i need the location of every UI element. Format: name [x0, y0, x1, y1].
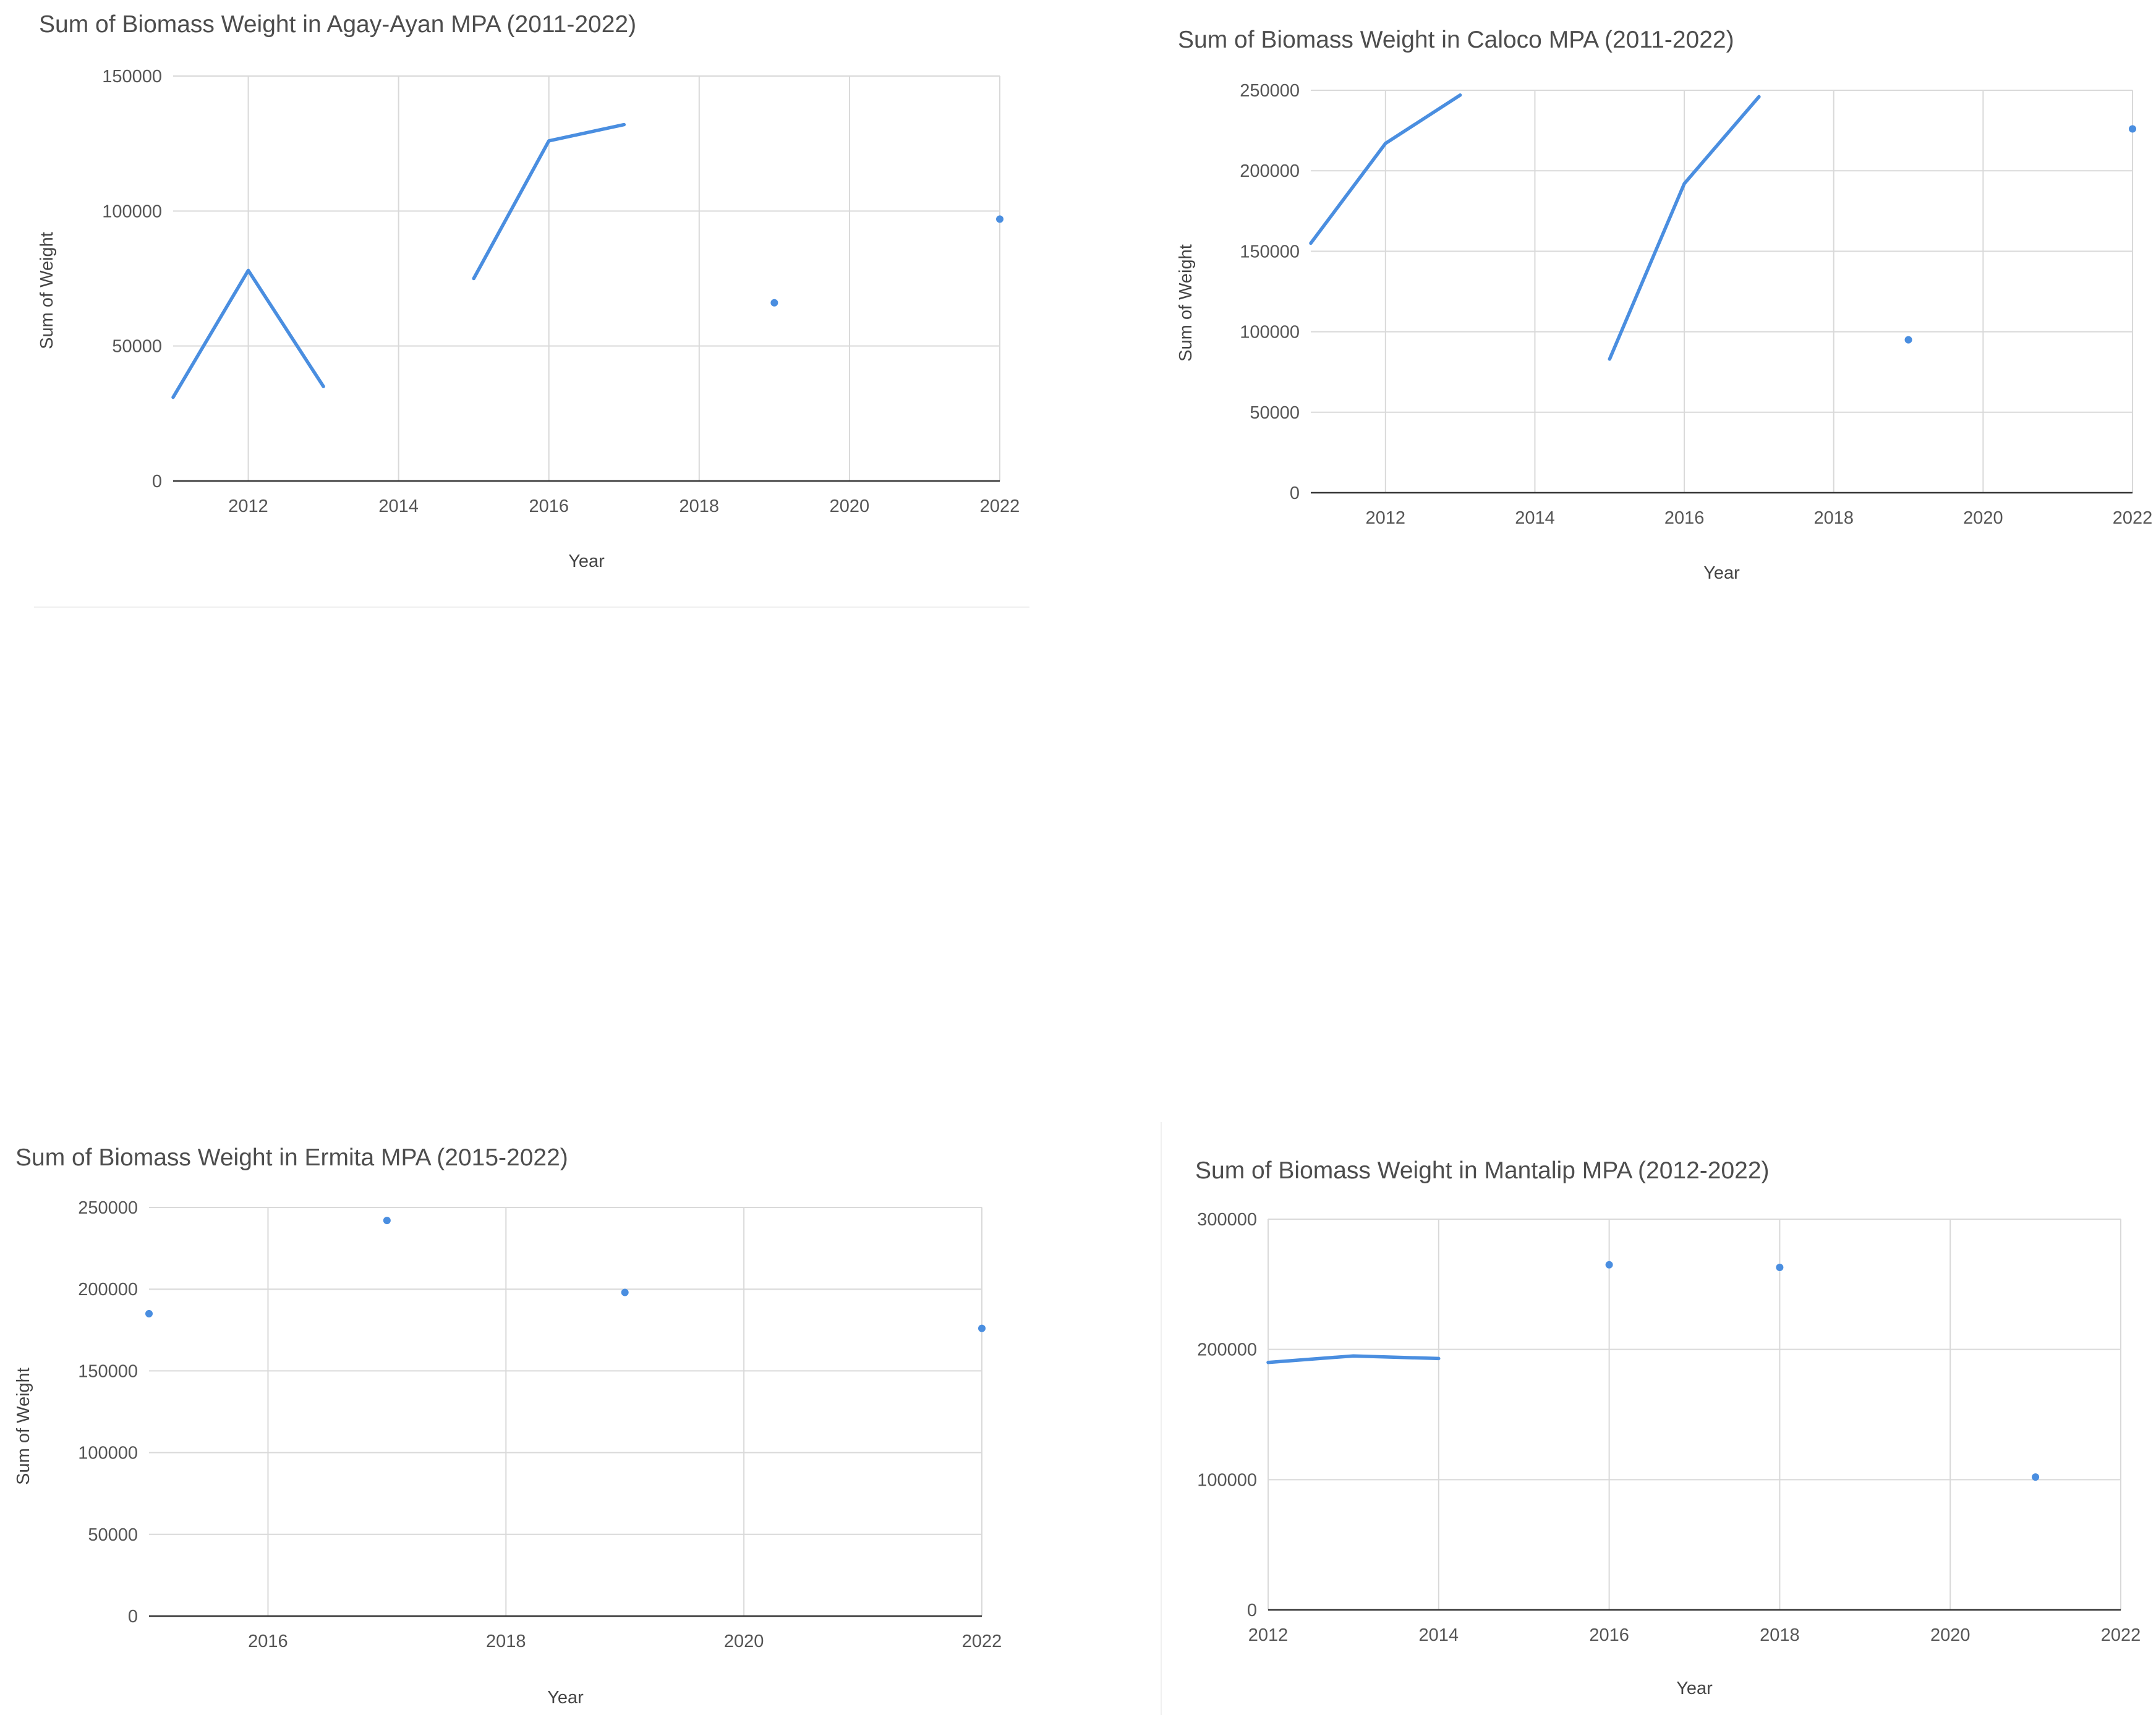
x-tick-label: 2016	[1664, 508, 1705, 528]
y-tick-label: 200000	[1240, 161, 1300, 181]
data-point	[145, 1309, 153, 1317]
x-tick-label: 2022	[2101, 1625, 2141, 1645]
y-tick-label: 200000	[1197, 1340, 1257, 1360]
y-tick-label: 0	[152, 472, 162, 492]
y-axis-label: Sum of Weight	[1176, 244, 1196, 362]
chart-2: 0 50000 100000 150000 200000 250000 2012 2014 20…	[1176, 27, 2152, 583]
y-tick-label: 300000	[1197, 1210, 1257, 1230]
y-axis-label: Sum of Weight	[14, 1368, 33, 1485]
x-tick-label: 2012	[1248, 1625, 1289, 1645]
x-axis-label: Year	[568, 551, 605, 571]
y-tick-label: 150000	[78, 1361, 138, 1381]
x-tick-label: 2018	[680, 496, 720, 516]
x-tick-label: 2022	[2113, 508, 2153, 528]
chart-title: Sum of Biomass Weight in Ermita MPA (201…	[15, 1144, 568, 1171]
y-tick-label: 100000	[102, 202, 162, 221]
y-axis-label: Sum of Weight	[37, 232, 57, 349]
chart-title: Sum of Biomass Weight in Caloco MPA (201…	[1178, 27, 1734, 53]
chart-title: Sum of Biomass Weight in Mantalip MPA (2…	[1195, 1157, 1770, 1184]
x-axis-label: Year	[1703, 563, 1740, 583]
x-axis-label: Year	[547, 1688, 584, 1708]
series-line	[1309, 93, 1462, 245]
x-tick-label: 2016	[248, 1632, 288, 1651]
y-tick-label: 250000	[78, 1198, 138, 1218]
x-tick-label: 2018	[1760, 1625, 1800, 1645]
data-point	[621, 1288, 629, 1296]
x-tick-label: 2020	[1963, 508, 2003, 528]
x-tick-label: 2014	[378, 496, 419, 516]
data-point	[978, 1324, 986, 1332]
x-tick-label: 2022	[980, 496, 1020, 516]
x-tick-label: 2016	[529, 496, 569, 516]
chart-3: 0 50000 100000 150000 200000 250000 2016 2018 20…	[14, 1144, 1002, 1708]
series-line	[472, 122, 626, 281]
x-tick-label: 2020	[724, 1632, 764, 1651]
y-tick-label: 100000	[1240, 323, 1300, 343]
data-point	[996, 215, 1003, 223]
x-tick-label: 2014	[1419, 1625, 1459, 1645]
y-tick-label: 0	[128, 1607, 138, 1627]
y-tick-label: 50000	[88, 1525, 138, 1545]
data-point	[383, 1217, 391, 1225]
y-tick-label: 200000	[78, 1280, 138, 1300]
y-tick-label: 100000	[1197, 1470, 1257, 1490]
x-tick-label: 2022	[962, 1632, 1002, 1651]
series-line	[1608, 95, 1761, 361]
chart-4: 0 100000 200000 300000 2012 2014 2016 2018 2020 2…	[1195, 1157, 2141, 1698]
chart-title: Sum of Biomass Weight in Agay-Ayan MPA (…	[39, 11, 636, 38]
y-tick-label: 0	[1247, 1601, 1257, 1620]
x-tick-label: 2016	[1589, 1625, 1629, 1645]
data-point	[1776, 1263, 1784, 1271]
data-point	[2129, 125, 2136, 133]
x-tick-label: 2018	[1813, 508, 1854, 528]
x-tick-label: 2020	[830, 496, 870, 516]
x-tick-label: 2014	[1515, 508, 1555, 528]
series-line	[171, 268, 325, 399]
x-tick-label: 2012	[1366, 508, 1406, 528]
y-tick-label: 50000	[1250, 403, 1300, 423]
y-tick-label: 0	[1290, 483, 1300, 503]
data-point	[2032, 1473, 2040, 1481]
x-axis-label: Year	[1676, 1679, 1713, 1698]
data-point	[1904, 336, 1912, 344]
y-tick-label: 150000	[102, 67, 162, 87]
chart-1: 0 50000 100000 150000 2012 2014 2016 2018 2020 20…	[37, 11, 1020, 571]
x-tick-label: 2020	[1930, 1625, 1971, 1645]
y-tick-label: 100000	[78, 1444, 138, 1463]
data-point	[770, 299, 778, 307]
data-point	[1605, 1261, 1613, 1269]
y-tick-label: 150000	[1240, 242, 1300, 262]
x-tick-label: 2012	[228, 496, 268, 516]
y-tick-label: 50000	[112, 337, 162, 357]
x-tick-label: 2018	[486, 1632, 526, 1651]
series-line	[1266, 1354, 1441, 1364]
y-tick-label: 250000	[1240, 81, 1300, 101]
